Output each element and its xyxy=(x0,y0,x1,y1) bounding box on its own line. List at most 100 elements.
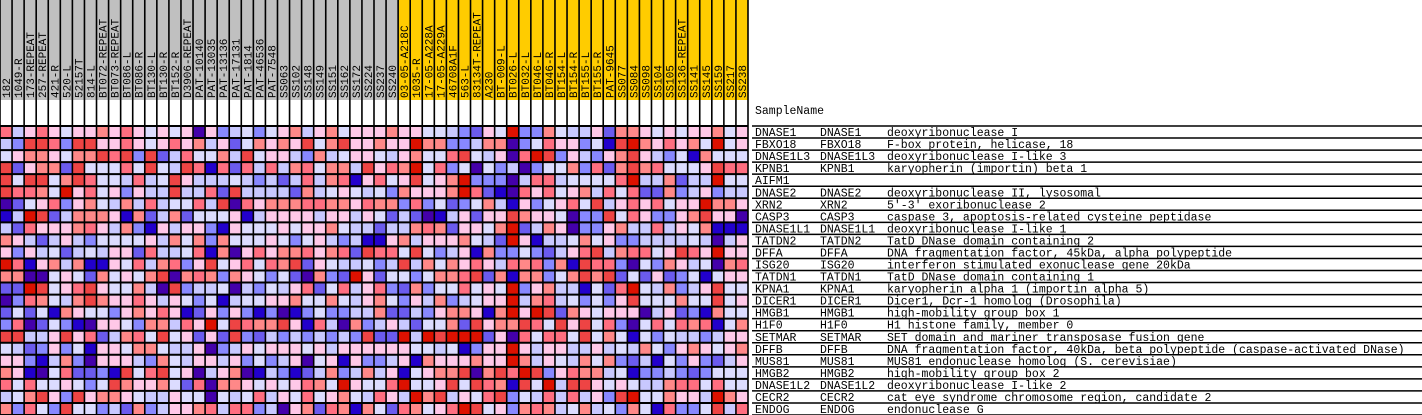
heatmap-cell xyxy=(24,342,37,355)
heatmap-cell xyxy=(325,258,338,271)
heatmap-cell xyxy=(180,126,194,139)
heatmap-cell xyxy=(386,150,399,163)
heatmap-cell xyxy=(193,330,206,343)
heatmap-cell xyxy=(265,246,278,259)
heatmap-cell xyxy=(615,306,628,319)
heatmap-cell xyxy=(530,270,543,283)
heatmap-cell xyxy=(567,270,580,283)
column-group-band xyxy=(386,0,399,100)
heatmap-cell xyxy=(494,354,507,367)
heatmap-cell xyxy=(108,246,121,259)
heatmap-cell xyxy=(156,222,169,235)
heatmap-cell xyxy=(542,246,555,259)
heatmap-cell xyxy=(374,318,387,331)
heatmap-cell xyxy=(156,318,169,331)
gene-symbol: MUS81 xyxy=(820,356,855,369)
heatmap-cell xyxy=(735,126,748,139)
heatmap-cell xyxy=(48,138,61,151)
heatmap-cell xyxy=(325,210,338,223)
heatmap-cell xyxy=(217,342,230,355)
heatmap-cell xyxy=(349,390,362,403)
column-label: SS148 xyxy=(304,65,316,98)
heatmap-cell xyxy=(217,306,230,319)
heatmap-cell xyxy=(325,390,338,403)
heatmap-cell xyxy=(506,390,519,403)
heatmap-cell xyxy=(120,306,133,319)
heatmap-cell xyxy=(325,270,338,283)
column-label: SS136-REPEAT xyxy=(678,18,690,98)
heatmap-cell xyxy=(132,138,145,151)
heatmap-cell xyxy=(675,186,688,199)
gene-name: DICER1 xyxy=(755,296,797,309)
heatmap-cell xyxy=(530,282,543,295)
heatmap-cell xyxy=(132,282,145,295)
column-label: SS172 xyxy=(352,65,364,98)
heatmap-cell xyxy=(494,342,507,355)
heatmap-cell xyxy=(229,318,242,331)
column-group-band xyxy=(554,0,568,100)
heatmap-cell xyxy=(144,294,157,307)
heatmap-cell xyxy=(446,306,459,319)
heatmap-cell xyxy=(567,282,580,295)
heatmap-cell xyxy=(156,282,169,295)
heatmap-cell xyxy=(446,378,459,391)
heatmap-cell xyxy=(494,306,507,319)
heatmap-cell xyxy=(193,234,206,247)
heatmap-cell xyxy=(603,318,616,331)
gene-name: HMGB1 xyxy=(755,308,790,321)
heatmap-cell xyxy=(542,354,555,367)
heatmap-cell xyxy=(229,174,242,187)
heatmap-cell xyxy=(72,378,85,391)
heatmap-cell xyxy=(241,294,254,307)
heatmap-cell xyxy=(217,246,230,259)
heatmap-cell xyxy=(398,138,411,151)
heatmap-cell xyxy=(554,210,568,223)
heatmap-cell xyxy=(301,198,314,211)
heatmap-cell xyxy=(289,306,302,319)
heatmap-cell xyxy=(168,222,181,235)
heatmap-cell xyxy=(265,342,278,355)
gene-name: H1F0 xyxy=(755,320,783,333)
heatmap-cell xyxy=(301,186,314,199)
heatmap-cell xyxy=(699,126,712,139)
heatmap-cell xyxy=(542,342,555,355)
heatmap-cell xyxy=(711,126,724,139)
heatmap-cell xyxy=(120,294,133,307)
gene-name: TATDN1 xyxy=(755,272,797,285)
column-group-band xyxy=(458,0,472,100)
heatmap-cell xyxy=(386,126,399,139)
heatmap-cell xyxy=(651,282,664,295)
heatmap-cell xyxy=(108,378,121,391)
heatmap-cell xyxy=(386,162,399,175)
heatmap-cell xyxy=(627,270,640,283)
heatmap-cell xyxy=(96,306,109,319)
heatmap-cell xyxy=(675,246,688,259)
heatmap-cell xyxy=(434,402,447,415)
heatmap-cell xyxy=(627,126,640,139)
heatmap-cell xyxy=(0,330,13,343)
heatmap-cell xyxy=(96,294,109,307)
heatmap-cell xyxy=(84,306,97,319)
heatmap-cell xyxy=(325,366,338,379)
heatmap-cell xyxy=(96,246,109,259)
heatmap-cell xyxy=(699,234,712,247)
heatmap-cell xyxy=(687,390,700,403)
heatmap-cell xyxy=(253,186,266,199)
heatmap-cell xyxy=(458,186,471,199)
column-label: SS238 xyxy=(738,65,750,98)
heatmap-cell xyxy=(349,150,362,163)
heatmap-cell xyxy=(567,186,580,199)
gene-description: cat eye syndrome chromosome region, cand… xyxy=(887,392,1211,405)
heatmap-cell xyxy=(337,234,350,247)
heatmap-cell xyxy=(554,162,568,175)
heatmap-cell xyxy=(337,246,350,259)
heatmap-cell xyxy=(72,138,85,151)
heatmap-cell xyxy=(422,318,435,331)
heatmap-cell xyxy=(265,258,278,271)
heatmap-cell xyxy=(675,318,688,331)
heatmap-cell xyxy=(711,234,724,247)
heatmap-cell xyxy=(96,222,109,235)
heatmap-cell xyxy=(144,318,157,331)
heatmap-cell xyxy=(217,390,230,403)
heatmap-cell xyxy=(12,402,25,415)
